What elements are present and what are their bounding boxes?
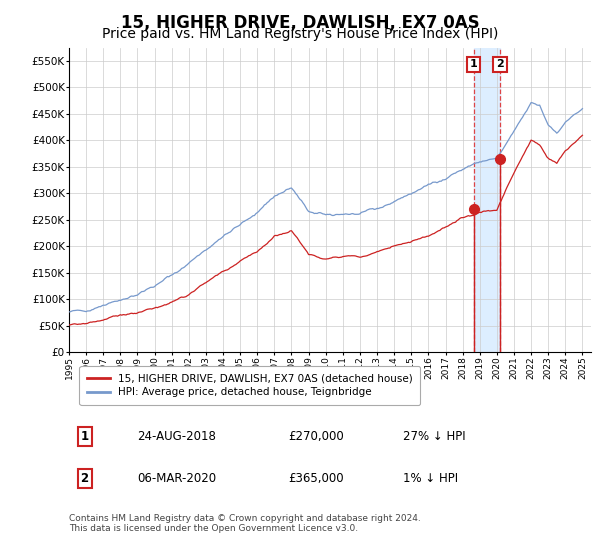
Text: 1% ↓ HPI: 1% ↓ HPI [403, 473, 458, 486]
Text: 2: 2 [80, 473, 89, 486]
Text: Price paid vs. HM Land Registry's House Price Index (HPI): Price paid vs. HM Land Registry's House … [102, 27, 498, 41]
Text: 15, HIGHER DRIVE, DAWLISH, EX7 0AS: 15, HIGHER DRIVE, DAWLISH, EX7 0AS [121, 14, 479, 32]
Text: 2: 2 [496, 59, 504, 69]
Text: 1: 1 [80, 431, 89, 444]
Text: 27% ↓ HPI: 27% ↓ HPI [403, 431, 466, 444]
Text: £270,000: £270,000 [288, 431, 344, 444]
Text: 06-MAR-2020: 06-MAR-2020 [137, 473, 216, 486]
Text: 1: 1 [470, 59, 478, 69]
Text: Contains HM Land Registry data © Crown copyright and database right 2024.
This d: Contains HM Land Registry data © Crown c… [69, 514, 421, 533]
Text: £365,000: £365,000 [288, 473, 344, 486]
Text: 24-AUG-2018: 24-AUG-2018 [137, 431, 216, 444]
Legend: 15, HIGHER DRIVE, DAWLISH, EX7 0AS (detached house), HPI: Average price, detache: 15, HIGHER DRIVE, DAWLISH, EX7 0AS (deta… [79, 366, 420, 405]
Bar [474, 48, 500, 352]
